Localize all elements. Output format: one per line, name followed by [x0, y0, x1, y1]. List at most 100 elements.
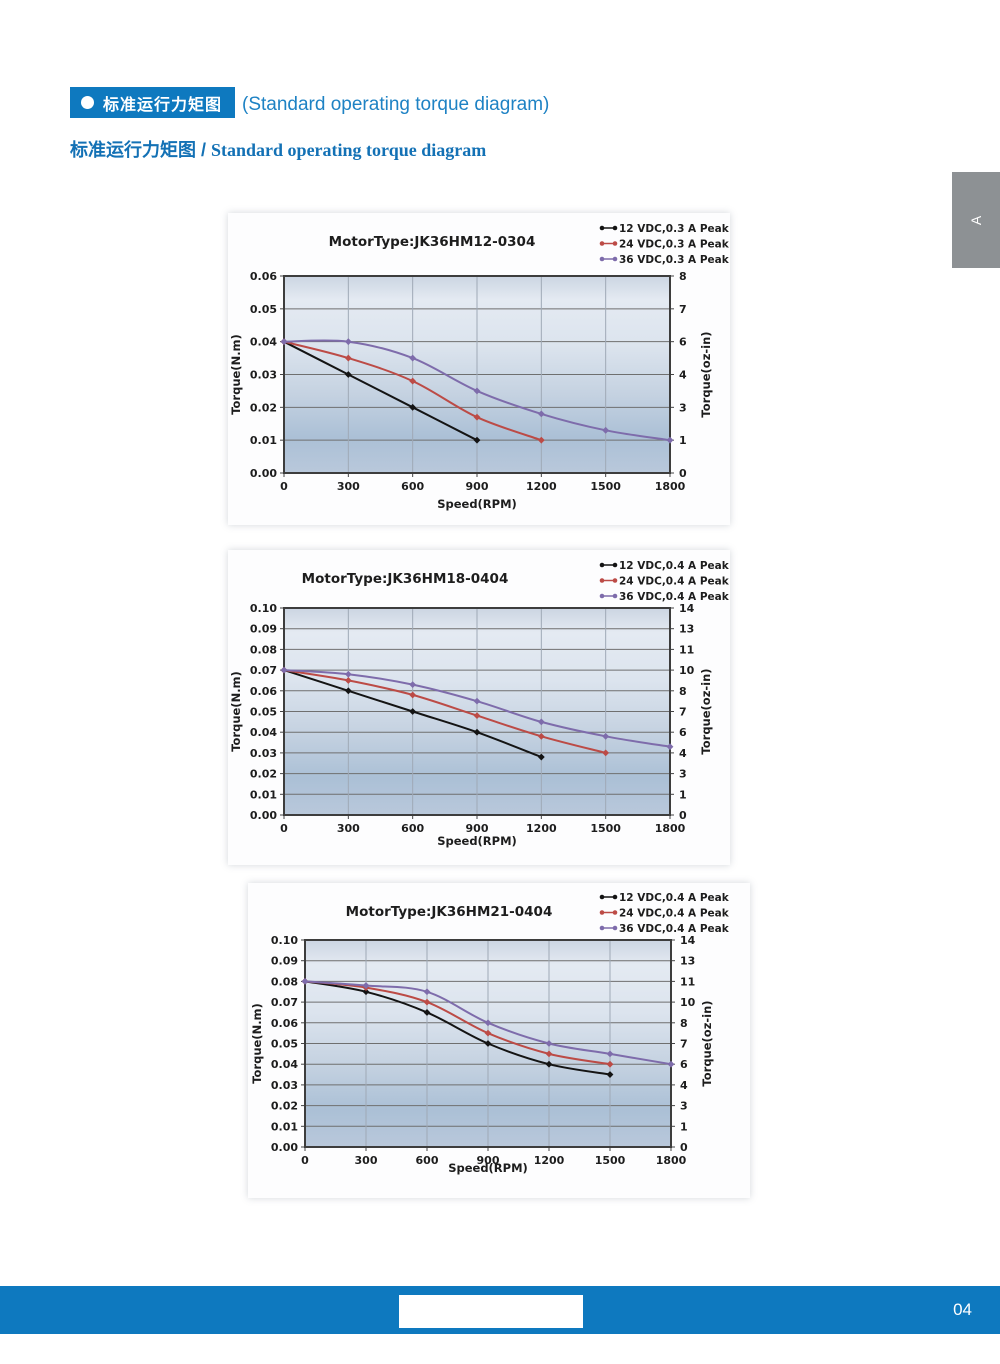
torque-chart-panel-1: 0.06 8 0.05 7 0.04 6 0.03 4 0.02 3 0.01 1 0.00 0 0 300 6…: [228, 213, 730, 525]
y-tick-label-right: 7: [679, 303, 687, 316]
data-point-marker: [473, 728, 481, 736]
footer-bar: 04: [0, 1286, 1000, 1334]
badge-label: 标准运行力矩图: [103, 96, 223, 114]
x-tick-label: 0: [280, 822, 288, 835]
y-tick-label-left: 0.10: [250, 602, 277, 615]
y-tick-label-right: 0: [679, 467, 687, 480]
legend-dot-icon: [599, 256, 605, 262]
y-tick-label-left: 0.02: [250, 768, 277, 781]
section-header: 标准运行力矩图 (Standard operating torque diagr…: [70, 87, 549, 118]
x-tick-label: 1200: [526, 822, 557, 835]
x-tick-label: 900: [466, 822, 489, 835]
chart-title: MotorType:JK36HM18-0404: [302, 571, 509, 587]
data-point-marker: [362, 988, 370, 996]
y-tick-label-left: 0.04: [250, 336, 277, 349]
data-point-marker: [484, 1040, 492, 1047]
series-line: [283, 669, 606, 754]
y-tick-label-left: 0.05: [250, 706, 277, 719]
legend-dot-icon: [612, 925, 618, 931]
legend-dot-icon: [599, 562, 605, 568]
y-tick-label-right: 8: [680, 1017, 688, 1030]
data-point-marker: [473, 436, 481, 444]
legend-dot-icon: [599, 894, 605, 900]
legend-label: 36 VDC,0.4 A Peak: [619, 591, 730, 603]
y-tick-label-left: 0.08: [271, 975, 298, 988]
torque-chart-3: 0.10 140.09 130.08 110.07 100.06 80.05 70.04 60…: [250, 892, 730, 1175]
x-tick-label: 1800: [656, 1154, 687, 1167]
y-tick-label-left: 0.03: [271, 1079, 298, 1092]
x-tick-label: 1800: [655, 822, 686, 835]
section-subtitle: (Standard operating torque diagram): [242, 94, 550, 116]
y-tick-label-right: 8: [679, 270, 687, 283]
x-tick-label: 900: [477, 1154, 500, 1167]
legend-dot-icon: [599, 593, 605, 599]
torque-chart-2: 0.10 140.09 130.08 110.07 100.06 80.05 70.04 60…: [229, 560, 730, 848]
y-tick-label-left: 0.00: [250, 467, 277, 480]
legend-dot-icon: [599, 241, 605, 246]
legend-dot-icon: [612, 593, 618, 599]
x-tick-label: 1500: [590, 480, 621, 493]
legend-dot-icon: [612, 562, 618, 568]
y-tick-label-right: 6: [679, 336, 687, 349]
data-point-marker: [537, 732, 545, 740]
y-tick-label-left: 0.01: [250, 788, 277, 801]
y-tick-label-right: 4: [679, 747, 687, 760]
x-tick-label: 1800: [655, 480, 686, 493]
x-tick-label: 300: [355, 1154, 378, 1167]
y-tick-label-left: 0.01: [271, 1120, 298, 1133]
plot-border: [283, 607, 671, 816]
torque-chart-panel-3: 0.10 14 0.09 13 0.08 11 0.07 10 0.06 8 0.05 7 0.04 6 0…: [248, 883, 750, 1198]
data-point-marker: [473, 712, 481, 720]
data-point-marker: [344, 670, 352, 678]
y-tick-label-left: 0.09: [250, 623, 277, 636]
y-tick-label-right: 11: [680, 975, 695, 988]
y-axis-title-left: Torque(N.m): [250, 1003, 264, 1084]
page-title-zh: 标准运行力矩图 /: [70, 140, 207, 160]
y-tick-label-right: 13: [679, 623, 694, 636]
y-tick-label-right: 14: [679, 602, 695, 615]
y-tick-label-left: 0.05: [250, 303, 277, 316]
y-tick-label-right: 1: [680, 1120, 688, 1133]
data-point-marker: [280, 338, 288, 346]
y-tick-label-left: 0.01: [250, 434, 277, 447]
data-point-marker: [409, 377, 417, 385]
data-point-marker: [344, 371, 352, 378]
x-tick-label: 900: [466, 480, 489, 493]
x-axis-title: Speed(RPM): [437, 497, 517, 511]
y-axis-title-right: Torque(oz-in): [699, 668, 713, 754]
x-tick-label: 1500: [595, 1154, 626, 1167]
legend-label: 36 VDC,0.4 A Peak: [619, 923, 730, 935]
data-point-marker: [280, 666, 288, 674]
y-tick-label-right: 10: [679, 664, 695, 677]
section-badge: 标准运行力矩图: [70, 87, 236, 118]
torque-chart-1: 0.06 80.05 70.04 60.03 40.02 30.01 10.00 00 300 6…: [229, 223, 730, 511]
y-tick-label-right: 3: [679, 768, 687, 781]
y-tick-label-right: 8: [679, 685, 687, 698]
data-point-marker: [602, 749, 610, 757]
x-tick-label: 1500: [590, 822, 621, 835]
y-tick-label-right: 13: [680, 955, 695, 968]
bullet-icon: [81, 96, 94, 109]
data-point-marker: [344, 687, 352, 695]
data-point-marker: [545, 1040, 553, 1047]
y-tick-label-right: 1: [679, 788, 687, 801]
legend-dot-icon: [599, 910, 605, 915]
x-tick-label: 1200: [526, 480, 557, 493]
legend-dot-icon: [612, 578, 618, 583]
y-tick-label-right: 0: [679, 809, 687, 822]
legend-dot-icon: [599, 578, 605, 583]
data-point-marker: [473, 413, 481, 421]
data-point-marker: [602, 732, 610, 740]
y-tick-label-left: 0.00: [250, 809, 277, 822]
y-tick-label-right: 1: [679, 434, 687, 447]
page-title-en: Standard operating torque diagram: [211, 140, 487, 160]
legend-label: 24 VDC,0.4 A Peak: [619, 576, 730, 588]
data-point-marker: [666, 743, 674, 751]
y-tick-label-left: 0.02: [271, 1100, 298, 1113]
data-point-marker: [409, 691, 417, 699]
data-point-marker: [537, 410, 545, 418]
data-point-marker: [409, 681, 417, 688]
y-tick-label-left: 0.06: [271, 1017, 298, 1030]
y-axis-title-left: Torque(N.m): [229, 334, 243, 415]
